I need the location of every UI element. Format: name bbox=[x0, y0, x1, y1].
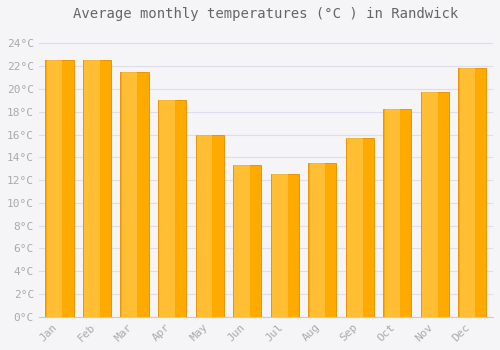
Bar bbox=[197, 134, 212, 317]
Bar bbox=[83, 61, 111, 317]
Bar bbox=[46, 61, 74, 317]
Bar bbox=[120, 72, 148, 317]
Bar bbox=[84, 61, 100, 317]
Bar bbox=[346, 138, 374, 317]
Bar bbox=[310, 163, 325, 317]
Bar bbox=[158, 100, 186, 317]
Bar bbox=[122, 72, 138, 317]
Bar bbox=[233, 165, 261, 317]
Bar bbox=[460, 69, 475, 317]
Bar bbox=[347, 138, 362, 317]
Bar bbox=[421, 92, 449, 317]
Bar bbox=[47, 61, 62, 317]
Bar bbox=[308, 163, 336, 317]
Bar bbox=[270, 174, 299, 317]
Bar bbox=[458, 69, 486, 317]
Title: Average monthly temperatures (°C ) in Randwick: Average monthly temperatures (°C ) in Ra… bbox=[74, 7, 458, 21]
Bar bbox=[422, 92, 438, 317]
Bar bbox=[383, 110, 412, 317]
Bar bbox=[272, 174, 287, 317]
Bar bbox=[384, 110, 400, 317]
Bar bbox=[160, 100, 175, 317]
Bar bbox=[196, 134, 224, 317]
Bar bbox=[234, 165, 250, 317]
